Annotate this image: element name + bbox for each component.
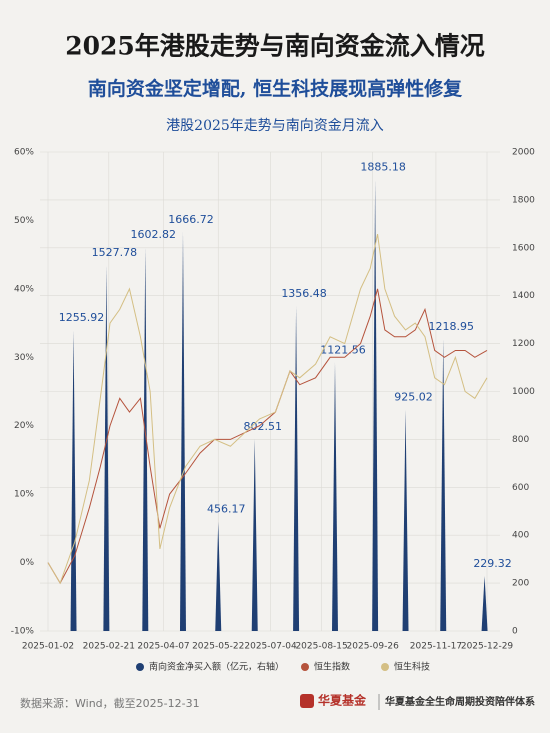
y-tick-label: 50% <box>14 216 34 226</box>
value-label: 1121.56 <box>320 343 366 356</box>
value-label: 1527.78 <box>92 246 138 259</box>
y-tick-label: 20% <box>14 421 34 431</box>
bar <box>251 438 258 631</box>
y-tick-label: -10% <box>11 627 35 637</box>
legend-marker <box>381 663 389 671</box>
bar <box>179 231 186 631</box>
plot: -10% 0% 10% 20% 30% 40% 50% 60% 0 200 400 600 800 100… <box>11 148 535 673</box>
legend-label: 恒生科技 <box>394 661 430 673</box>
value-label: 1885.18 <box>360 160 406 173</box>
value-label: 456.17 <box>207 503 246 516</box>
value-label: 925.02 <box>394 390 433 403</box>
value-label: 1356.48 <box>281 287 327 300</box>
x-tick-label: 2025-05-22 <box>192 642 244 652</box>
y2-tick-label: 1000 <box>512 387 535 397</box>
source: 数据来源：Wind，截至2025-12-31 <box>20 696 200 710</box>
x-tick-label: 2025-01-02 <box>22 642 74 652</box>
bar <box>215 521 222 631</box>
slogan: 华夏基金全生命周期投资陪伴体系 <box>385 695 535 708</box>
x-tick-label: 2025-09-26 <box>347 642 400 652</box>
y2-tick-label: 1400 <box>512 291 535 301</box>
bar <box>372 179 379 631</box>
y2-tick-label: 1600 <box>512 243 535 253</box>
y-tick-label: 0% <box>20 558 35 568</box>
x-tick-label: 2025-12-29 <box>461 642 514 652</box>
value-label: 1218.95 <box>428 320 474 333</box>
x-tick-label: 2025-08-15 <box>295 642 347 652</box>
x-tick-label: 2025-04-07 <box>137 642 189 652</box>
bar <box>440 339 447 631</box>
y2-tick-label: 400 <box>512 531 529 541</box>
logo: 华夏基金 <box>318 693 367 708</box>
legend-label: 恒生指数 <box>314 661 350 673</box>
subtitle: 南向资金坚定增配, 恒生科技展现高弹性修复 <box>88 77 463 100</box>
bar <box>103 265 110 631</box>
value-label: 802.51 <box>243 420 282 433</box>
y-tick-label: 10% <box>14 490 34 500</box>
value-label: 1602.82 <box>131 228 177 241</box>
logo-icon <box>300 694 314 708</box>
bar <box>142 247 149 631</box>
value-label: 1255.92 <box>59 311 105 324</box>
y2-tick-label: 800 <box>512 435 529 445</box>
x-tick-label: 2025-02-21 <box>83 642 135 652</box>
legend-marker <box>301 663 309 671</box>
y-tick-label: 60% <box>14 148 34 158</box>
chart-title: 港股2025年走势与南向资金月流入 <box>166 118 384 134</box>
y2-tick-label: 1800 <box>512 195 535 205</box>
y2-tick-label: 1200 <box>512 339 535 349</box>
x-tick-label: 2025-11-17 <box>410 642 462 652</box>
bar <box>293 306 300 631</box>
bar <box>402 409 409 631</box>
y-tick-label: 30% <box>14 353 34 363</box>
value-label: 1666.72 <box>168 213 214 226</box>
title: 2025年港股走势与南向资金流入情况 <box>65 32 485 61</box>
y2-tick-label: 600 <box>512 483 529 493</box>
y2-tick-label: 0 <box>512 627 518 637</box>
legend-marker <box>136 663 144 671</box>
legend-label: 南向资金净买入额（亿元，右轴） <box>149 661 284 673</box>
value-label: 229.32 <box>473 557 512 570</box>
y-tick-label: 40% <box>14 284 34 294</box>
line <box>47 234 488 585</box>
y2-tick-label: 2000 <box>512 148 535 158</box>
x-tick-label: 2025-07-04 <box>244 642 297 652</box>
bar <box>331 362 338 631</box>
bar <box>481 576 488 631</box>
y2-tick-label: 200 <box>512 579 529 589</box>
